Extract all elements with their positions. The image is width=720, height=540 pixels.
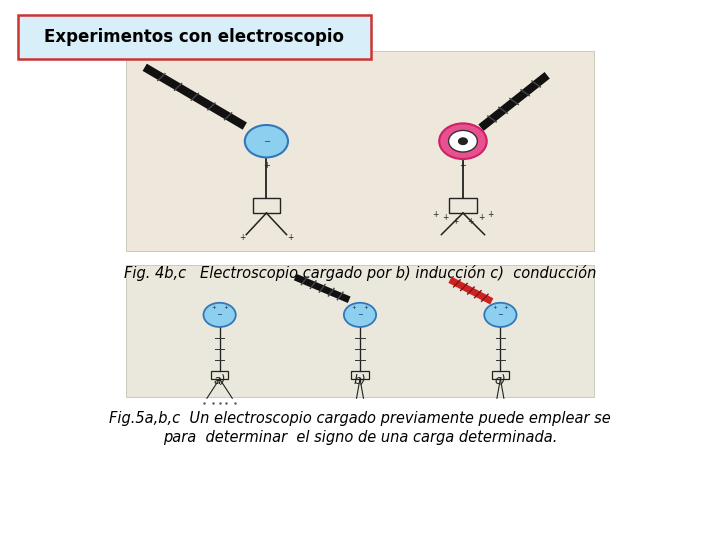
Bar: [126, 51, 594, 251]
Circle shape: [449, 130, 477, 152]
Text: +: +: [504, 305, 508, 309]
Circle shape: [485, 303, 516, 327]
Text: +: +: [487, 210, 493, 219]
Text: Experimentos con electroscopio: Experimentos con electroscopio: [45, 28, 344, 46]
Text: +: +: [453, 217, 459, 226]
Bar: [126, 265, 594, 397]
Text: para  determinar  el signo de una carga determinada.: para determinar el signo de una carga de…: [163, 430, 557, 445]
Text: +: +: [467, 217, 473, 226]
Text: +: +: [433, 210, 438, 219]
Text: +: +: [240, 233, 246, 242]
Text: ─: ─: [358, 312, 362, 318]
Text: +: +: [352, 305, 356, 309]
Text: +: +: [212, 305, 216, 309]
Text: +: +: [442, 213, 448, 222]
Text: +: +: [492, 305, 497, 309]
FancyBboxPatch shape: [18, 15, 371, 59]
Circle shape: [245, 125, 288, 157]
Bar: [351, 371, 369, 379]
Text: Fig. 4b,c   Electroscopio cargado por b) inducción c)  conducción: Fig. 4b,c Electroscopio cargado por b) i…: [124, 265, 596, 281]
Bar: [253, 198, 280, 213]
Bar: [449, 198, 477, 213]
Circle shape: [439, 123, 487, 159]
Text: a): a): [213, 374, 226, 387]
Bar: [211, 371, 228, 379]
Text: +: +: [459, 161, 467, 170]
Text: ─: ─: [217, 312, 222, 318]
Circle shape: [344, 303, 376, 327]
Bar: [492, 371, 509, 379]
Text: ─: ─: [264, 137, 269, 146]
Text: +: +: [287, 233, 293, 242]
Text: ─: ─: [498, 312, 503, 318]
Text: +: +: [364, 305, 368, 309]
Text: +: +: [263, 161, 270, 170]
Text: b): b): [354, 374, 366, 387]
Text: Fig.5a,b,c  Un electroscopio cargado previamente puede emplear se: Fig.5a,b,c Un electroscopio cargado prev…: [109, 411, 611, 426]
Text: c): c): [495, 374, 506, 387]
Circle shape: [459, 138, 467, 144]
Circle shape: [204, 303, 235, 327]
Text: +: +: [223, 305, 228, 309]
Text: +: +: [478, 213, 484, 222]
